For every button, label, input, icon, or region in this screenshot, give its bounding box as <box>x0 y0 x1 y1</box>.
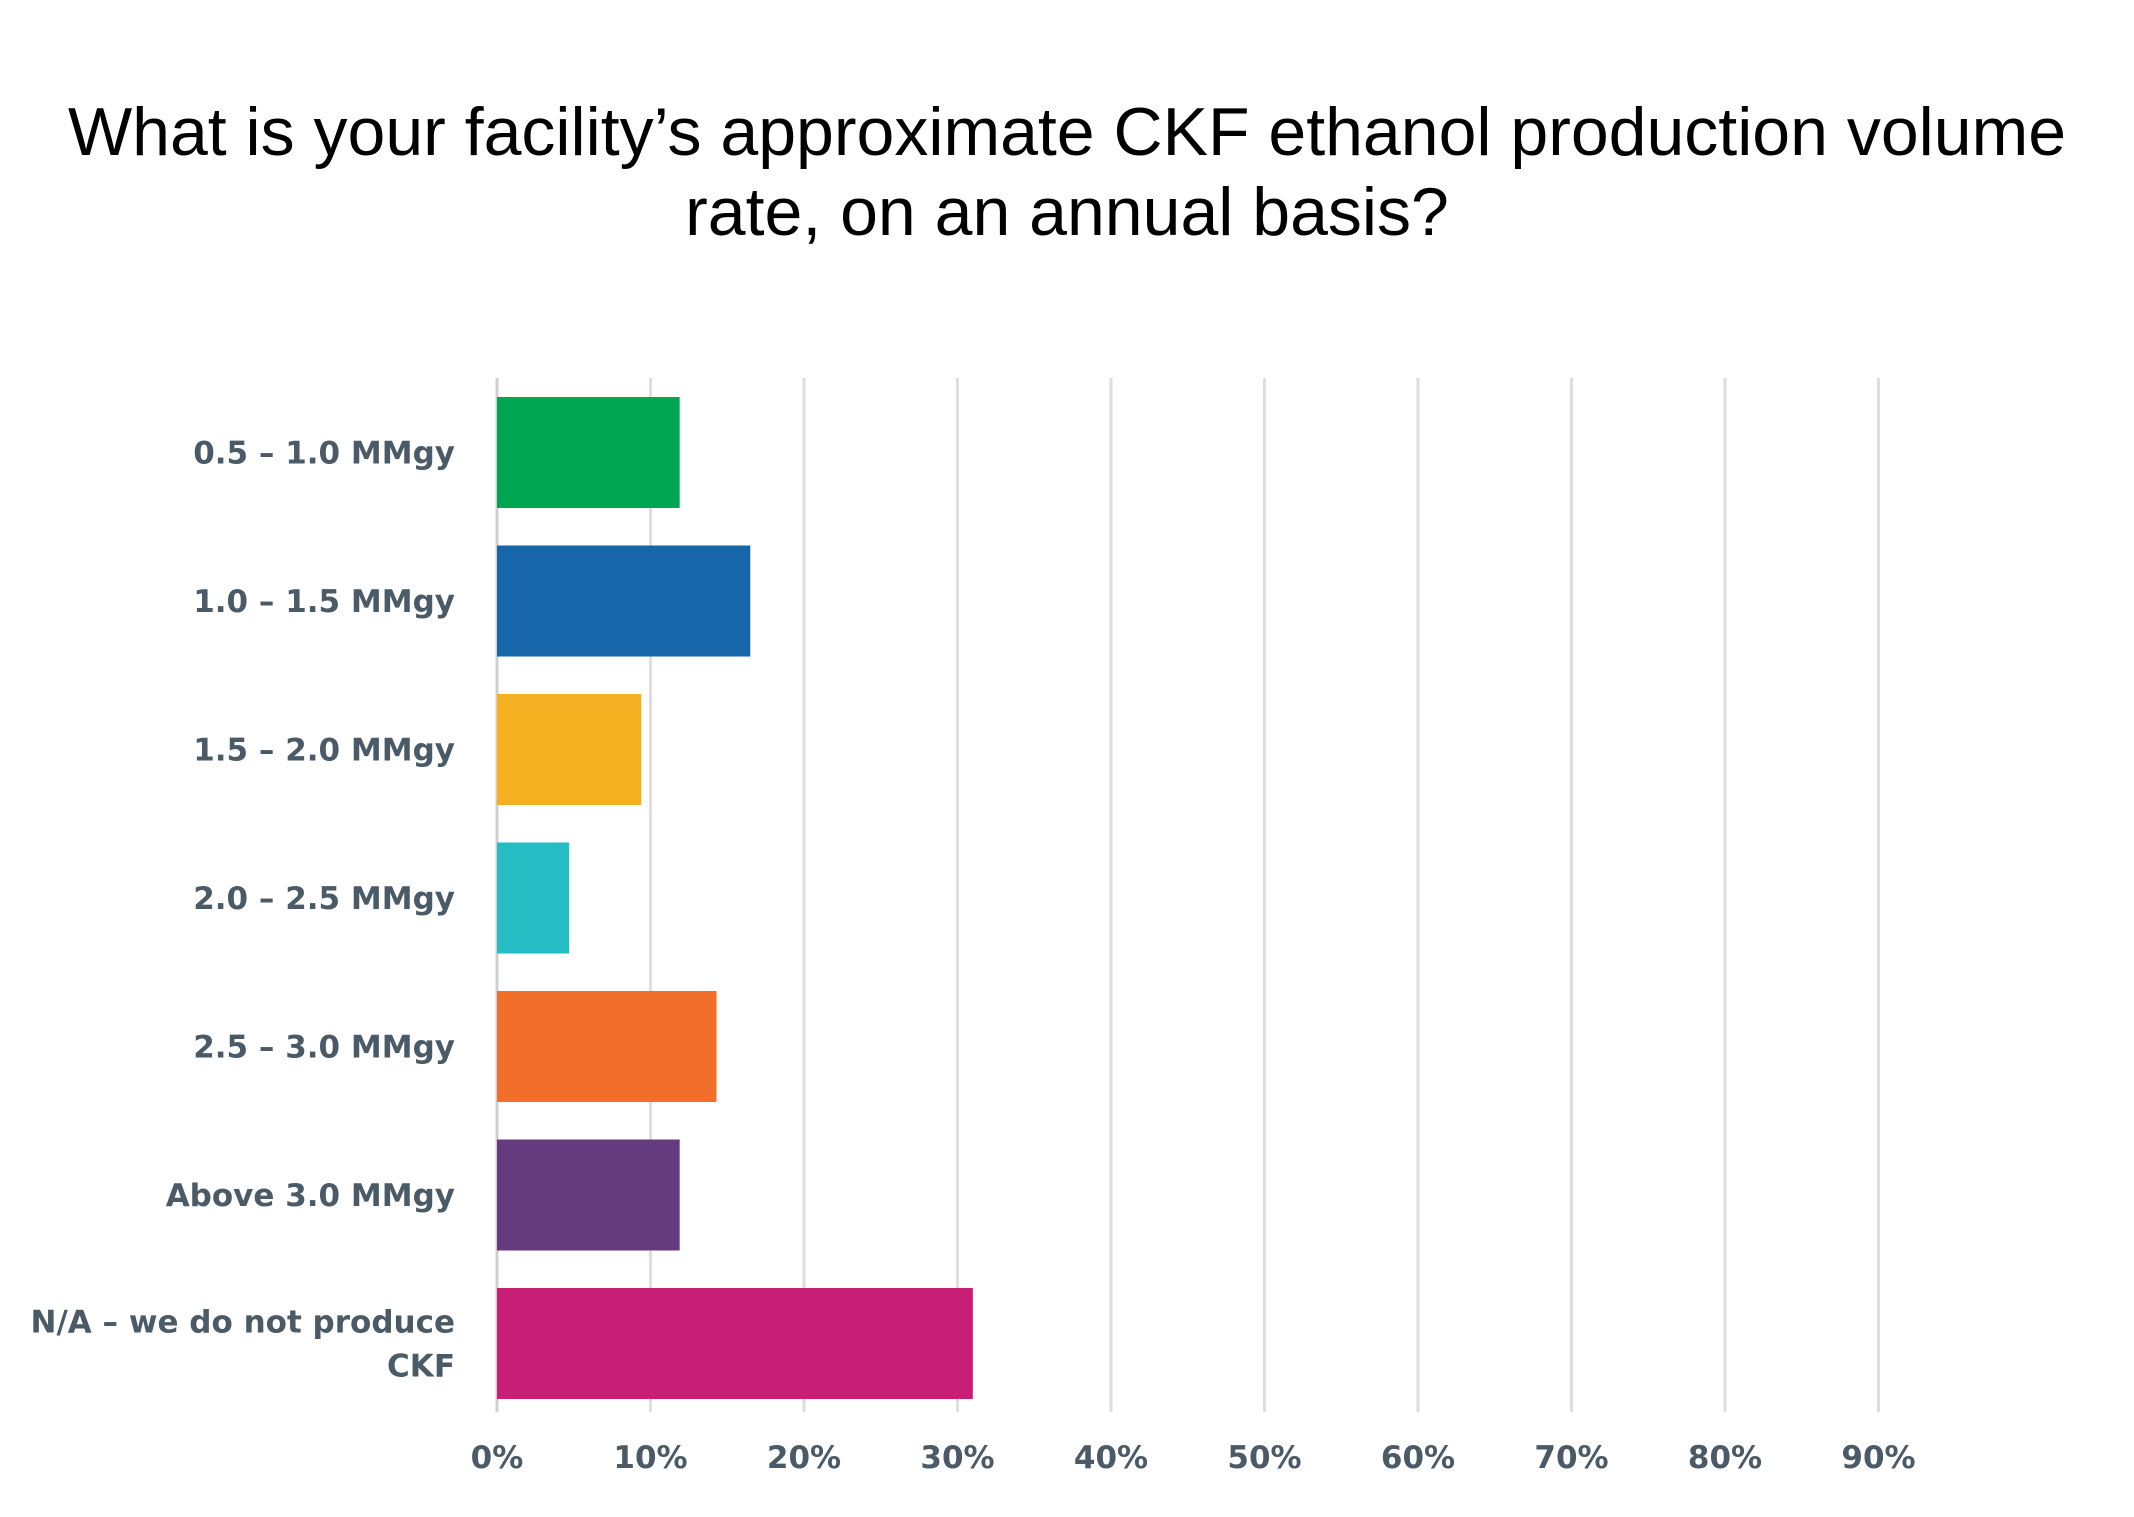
category-label-2: 1.0 – 1.5 MMgy <box>193 584 455 620</box>
category-label-3: 1.5 – 2.0 MMgy <box>193 733 455 769</box>
x-tick-label-30: 30% <box>920 1440 994 1476</box>
bar-4 <box>497 842 570 954</box>
bar-6 <box>497 1139 680 1251</box>
bar-5 <box>497 991 717 1102</box>
category-labels: 0.5 – 1.0 MMgy 1.0 – 1.5 MMgy 1.5 – 2.0 MM… <box>31 436 456 1385</box>
x-tick-label-40: 40% <box>1074 1440 1148 1476</box>
bar-3 <box>497 694 642 805</box>
x-tick-label-80: 80% <box>1688 1440 1762 1476</box>
bar-1 <box>497 397 680 508</box>
x-tick-label-90: 90% <box>1841 1440 1915 1476</box>
chart-title: What is your facility’s approximate CKF … <box>0 92 2134 252</box>
x-tick-labels: 0% 10% 20% 30% 40% 50% 60% 70% 80% 90% <box>471 1440 1916 1476</box>
bar-2 <box>497 545 751 657</box>
category-label-5: 2.5 – 3.0 MMgy <box>193 1030 455 1066</box>
category-label-7-line-1: N/A – we do not produce <box>31 1305 456 1341</box>
x-tick-label-60: 60% <box>1381 1440 1455 1476</box>
x-tick-label-0: 0% <box>471 1440 524 1476</box>
category-label-7-line-2: CKF <box>387 1349 455 1385</box>
category-label-1: 0.5 – 1.0 MMgy <box>193 436 455 472</box>
chart-title-line-1: What is your facility’s approximate CKF … <box>67 94 2067 170</box>
x-tick-label-50: 50% <box>1227 1440 1301 1476</box>
category-label-4: 2.0 – 2.5 MMgy <box>193 881 455 917</box>
x-tick-label-70: 70% <box>1534 1440 1608 1476</box>
gridlines <box>495 378 1880 1412</box>
category-label-6: Above 3.0 MMgy <box>166 1178 455 1214</box>
bar-7 <box>497 1288 973 1399</box>
chart-title-line-2: rate, on an annual basis? <box>685 174 1449 250</box>
x-tick-label-20: 20% <box>767 1440 841 1476</box>
x-tick-label-10: 10% <box>613 1440 687 1476</box>
bars <box>497 397 973 1399</box>
